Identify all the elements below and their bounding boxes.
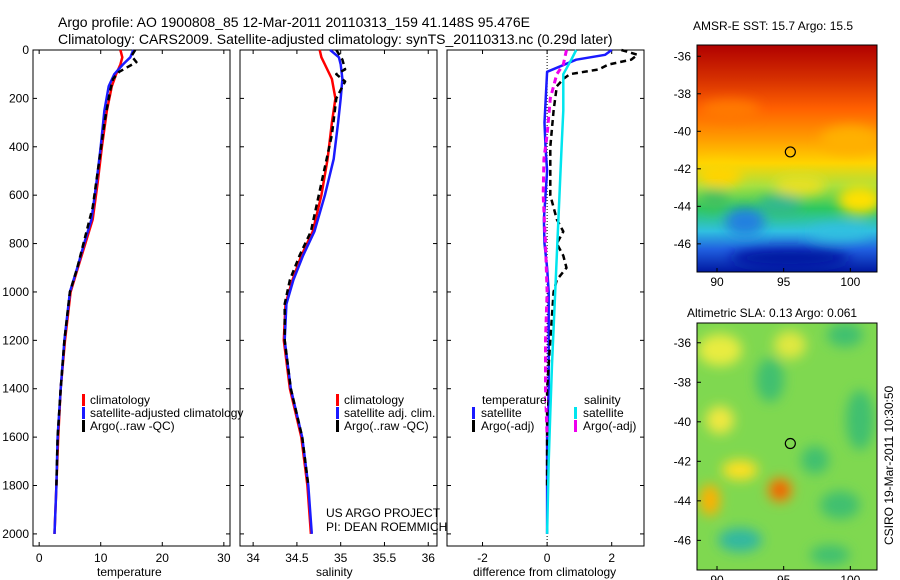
y-tick-label: 800 xyxy=(9,237,29,251)
legend-temp-argo: Argo(-adj) xyxy=(481,419,534,433)
legend-swatch-sal-argo xyxy=(574,420,577,432)
map-y-tick-label: -44 xyxy=(674,494,692,508)
legend-swatch-sal-satellite xyxy=(574,407,577,419)
sla-heatmap xyxy=(697,323,877,570)
salinity-xlabel: salinity xyxy=(316,565,353,579)
legend-group-salinity: salinity xyxy=(584,393,621,407)
series-salinity-argo xyxy=(541,49,568,438)
x-tick-label: 2 xyxy=(608,551,615,565)
map-y-tick-label: -42 xyxy=(674,162,692,176)
sst-heatmap xyxy=(697,45,877,272)
credit-line1: US ARGO PROJECT xyxy=(326,506,441,520)
legend-swatch-satellite xyxy=(336,407,339,419)
y-tick-label: 0 xyxy=(22,43,29,57)
sst-map-frame xyxy=(696,44,878,273)
x-tick-label: 35.5 xyxy=(373,551,397,565)
legend-satellite: satellite adj. clim. xyxy=(344,406,435,420)
x-tick-label: 0 xyxy=(36,551,43,565)
legend-argo: Argo(..raw -QC) xyxy=(90,419,175,433)
temperature-xlabel: temperature xyxy=(97,565,162,579)
argo-location-marker xyxy=(784,146,796,158)
side-stamp: CSIRO 19-Mar-2011 10:30:50 xyxy=(882,385,896,545)
y-tick-label: 400 xyxy=(9,140,29,154)
y-tick-label: 1400 xyxy=(2,382,29,396)
map-y-tick-label: -46 xyxy=(674,533,692,547)
map-y-tick-label: -40 xyxy=(674,124,692,138)
map-y-tick-label: -44 xyxy=(674,199,692,213)
x-tick-label: 10 xyxy=(94,551,108,565)
legend-climatology: climatology xyxy=(90,393,150,407)
legend-swatch-argo xyxy=(336,420,339,432)
legend-swatch-climatology xyxy=(82,394,85,406)
y-tick-label: 1200 xyxy=(2,333,29,347)
map-y-tick-label: -46 xyxy=(674,237,692,251)
series-salinity-satellite xyxy=(545,49,578,534)
map-y-tick-label: -42 xyxy=(674,454,692,468)
sla-map-title: Altimetric SLA: 0.13 Argo: 0.061 xyxy=(687,306,857,320)
map-y-tick-label: -36 xyxy=(674,336,692,350)
map-x-tick-label: 100 xyxy=(840,275,860,289)
x-tick-label: 36 xyxy=(422,551,436,565)
figure-title-line1: Argo profile: AO 1900808_85 12-Mar-2011 … xyxy=(58,14,530,30)
map-y-tick-label: -38 xyxy=(674,87,692,101)
legend-argo: Argo(..raw -QC) xyxy=(344,419,429,433)
map-y-tick-label: -38 xyxy=(674,375,692,389)
salinity-axes xyxy=(239,49,438,547)
x-tick-label: 34 xyxy=(246,551,260,565)
temperature-plot: 0 200 400 600 800 1000 1200 1400 1600 1800 2000 0 10… xyxy=(2,43,231,565)
map-x-tick-label: 90 xyxy=(710,275,724,289)
temperature-legend: climatology satellite-adjusted climatolo… xyxy=(82,393,243,433)
legend-gap xyxy=(546,396,547,408)
sla-map-axes: -36 -38 -40 -42 -44 -46 90 95 100 xyxy=(674,336,861,580)
series-temperature-argo xyxy=(545,48,639,486)
legend-temp-satellite: satellite xyxy=(481,406,522,420)
difference-xlabel: difference from climatology xyxy=(473,565,616,579)
x-tick-label: -2 xyxy=(477,551,488,565)
y-tick-label: 1800 xyxy=(2,479,29,493)
y-tick-label: 2000 xyxy=(2,527,29,541)
series-argo xyxy=(55,49,138,486)
x-tick-label: 20 xyxy=(156,551,170,565)
map-x-tick-label: 100 xyxy=(840,573,860,580)
figure-title-line2: Climatology: CARS2009. Satellite-adjuste… xyxy=(58,31,613,47)
salinity-plot: 34 34.5 35 35.5 36 xyxy=(240,49,437,565)
map-y-tick-label: -40 xyxy=(674,415,692,429)
legend-sal-argo: Argo(-adj) xyxy=(583,419,636,433)
salinity-legend: climatology satellite adj. clim. Argo(..… xyxy=(336,393,435,433)
difference-legend: temperature salinity satellite Argo(-adj… xyxy=(472,393,636,433)
y-tick-label: 1600 xyxy=(2,430,29,444)
sst-map-axes: -36 -38 -40 -42 -44 -46 90 95 100 xyxy=(674,49,861,289)
series-argo xyxy=(283,49,347,486)
x-tick-label: 30 xyxy=(217,551,231,565)
map-x-tick-label: 90 xyxy=(710,573,724,580)
argo-location-marker xyxy=(784,437,796,450)
x-tick-label: 35 xyxy=(334,551,348,565)
legend-satellite: satellite-adjusted climatology xyxy=(90,406,243,420)
y-tick-label: 200 xyxy=(9,91,29,105)
legend-sal-satellite: satellite xyxy=(583,406,624,420)
legend-swatch-climatology xyxy=(336,394,339,406)
series-satellite xyxy=(283,49,344,534)
legend-swatch-temp-satellite xyxy=(472,407,475,419)
difference-plot: -2 0 2 xyxy=(447,48,644,565)
y-tick-label: 600 xyxy=(9,188,29,202)
legend-swatch-temp-argo xyxy=(472,420,475,432)
x-tick-label: 0 xyxy=(544,551,551,565)
y-tick-label: 1000 xyxy=(2,285,29,299)
legend-swatch-satellite xyxy=(82,407,85,419)
map-y-tick-label: -36 xyxy=(674,49,692,63)
map-x-tick-label: 95 xyxy=(777,275,791,289)
legend-swatch-argo xyxy=(82,420,85,432)
sla-map-frame xyxy=(696,322,878,571)
credit-line2: PI: DEAN ROEMMICH xyxy=(326,520,447,534)
legend-climatology: climatology xyxy=(344,393,404,407)
x-tick-label: 34.5 xyxy=(285,551,309,565)
legend-group-temperature: temperature xyxy=(482,393,547,407)
sst-map-title: AMSR-E SST: 15.7 Argo: 15.5 xyxy=(693,19,853,33)
temperature-axes xyxy=(32,49,231,547)
map-x-tick-label: 95 xyxy=(777,573,791,580)
